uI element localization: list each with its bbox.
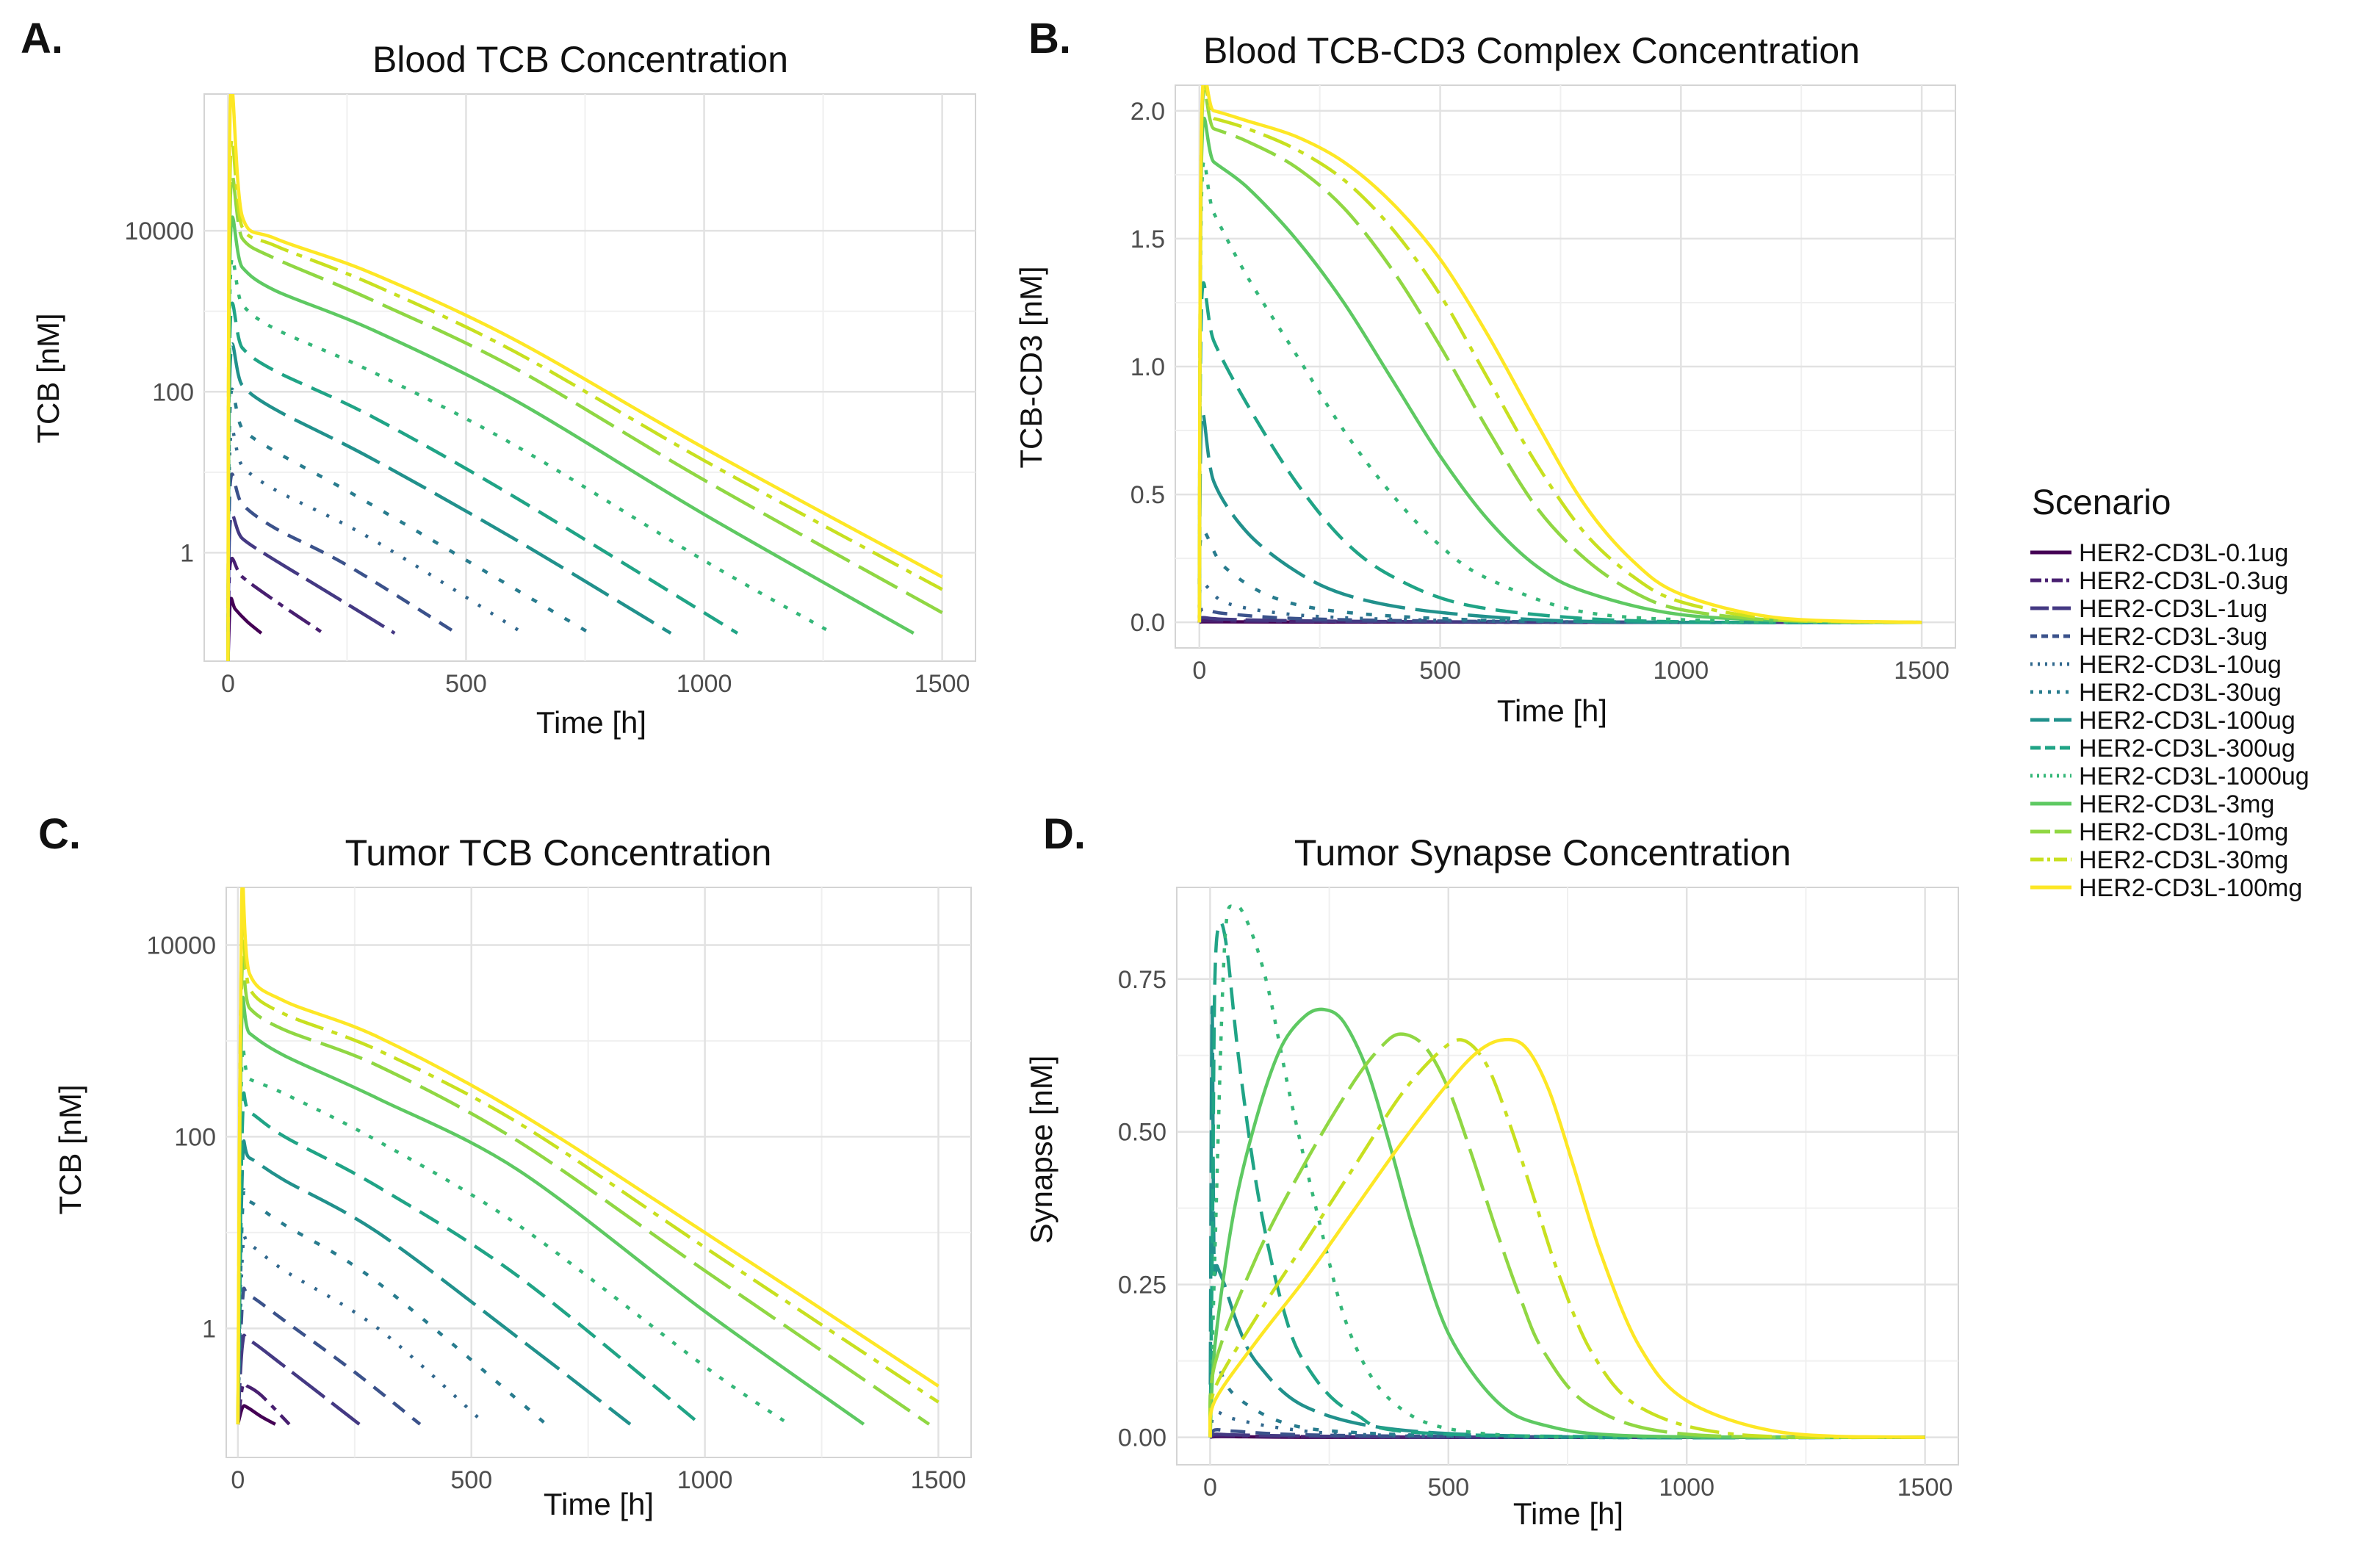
panel-b-xlabel: Time [h] — [1497, 693, 1607, 728]
legend-label: HER2-CD3L-10ug — [2079, 651, 2282, 679]
series-line-her2-cd3l-300ug — [1208, 920, 1925, 1439]
legend: HER2-CD3L-0.1ugHER2-CD3L-0.3ugHER2-CD3L-… — [2030, 539, 2309, 902]
x-tick-label: 500 — [450, 1466, 492, 1494]
x-tick-label: 0 — [1192, 657, 1206, 685]
x-tick-label: 1000 — [1654, 657, 1709, 685]
series-line-her2-cd3l-100mg — [1208, 1037, 1925, 1439]
x-tick-label: 1000 — [677, 670, 732, 698]
y-tick-label: 0.5 — [1130, 481, 1165, 509]
panel-letter-c: C. — [38, 810, 81, 858]
legend-label: HER2-CD3L-1000ug — [2079, 763, 2309, 790]
legend-title: Scenario — [2032, 483, 2171, 522]
series-line-her2-cd3l-100mg — [226, 94, 943, 661]
panel-c-xlabel: Time [h] — [544, 1487, 654, 1521]
series-line-her2-cd3l-1000ug — [1197, 159, 1922, 624]
panel-a-title: Blood TCB Concentration — [372, 39, 788, 80]
panel-letter-a: A. — [21, 15, 63, 62]
y-tick-label: 100 — [152, 378, 194, 406]
panel-a-plot: 0 500 1000 1500 1 100 10000 — [124, 93, 976, 698]
x-tick-label: 1500 — [1894, 657, 1950, 685]
series-line-her2-cd3l-300ug — [1197, 281, 1922, 624]
series-line-her2-cd3l-1000ug — [1208, 903, 1925, 1439]
legend-label: HER2-CD3L-10mg — [2079, 818, 2288, 846]
series-line-her2-cd3l-100mg — [236, 887, 940, 1424]
y-tick-label: 0.00 — [1118, 1424, 1166, 1452]
series-line-her2-cd3l-30mg — [1208, 1038, 1925, 1440]
x-tick-label: 0 — [231, 1466, 245, 1494]
x-tick-label: 1000 — [677, 1466, 733, 1494]
panel-c-plot: 0 500 1000 1500 1 100 10000 — [146, 887, 972, 1494]
y-tick-label: 10000 — [124, 217, 194, 245]
y-tick-label: 2.0 — [1130, 98, 1165, 126]
legend-label: HER2-CD3L-1ug — [2079, 595, 2268, 623]
x-tick-label: 500 — [445, 670, 487, 698]
panel-letter-b: B. — [1028, 15, 1071, 62]
panel-letter-d: D. — [1043, 810, 1086, 858]
y-tick-label: 1.5 — [1130, 226, 1165, 253]
series-line-her2-cd3l-30ug — [1197, 529, 1922, 624]
y-tick-label: 0.25 — [1118, 1272, 1166, 1300]
series-line-her2-cd3l-100ug — [1208, 1005, 1925, 1440]
x-tick-label: 1000 — [1659, 1474, 1714, 1502]
y-tick-label: 10000 — [146, 932, 216, 960]
panel-d-xlabel: Time [h] — [1513, 1496, 1623, 1531]
x-tick-label: 500 — [1419, 657, 1461, 685]
panel-d-ylabel: Synapse [nM] — [1024, 1056, 1059, 1244]
series-group — [1197, 85, 1922, 624]
panel-c-title: Tumor TCB Concentration — [345, 832, 772, 873]
panel-c-ylabel: TCB [nM] — [53, 1084, 87, 1214]
y-tick-label: 1.0 — [1130, 353, 1165, 381]
y-tick-label: 0.75 — [1118, 966, 1166, 994]
legend-label: HER2-CD3L-100ug — [2079, 707, 2296, 735]
series-line-her2-cd3l-10mg — [1208, 1032, 1925, 1440]
y-tick-label: 0.0 — [1130, 609, 1165, 637]
series-line-her2-cd3l-30mg — [226, 137, 943, 661]
series-group — [226, 94, 943, 661]
panel-b-title: Blood TCB-CD3 Complex Concentration — [1203, 30, 1860, 71]
series-line-her2-cd3l-30ug — [236, 1188, 547, 1426]
panel-a-ylabel: TCB [nM] — [31, 313, 65, 443]
series-line-her2-cd3l-100mg — [1197, 85, 1922, 624]
y-tick-label: 1 — [180, 539, 194, 567]
x-tick-label: 500 — [1427, 1474, 1469, 1502]
legend-label: HER2-CD3L-0.3ug — [2079, 567, 2288, 595]
legend-label: HER2-CD3L-3mg — [2079, 790, 2274, 818]
legend-label: HER2-CD3L-0.1ug — [2079, 539, 2288, 567]
series-line-her2-cd3l-0.3ug — [236, 1381, 291, 1426]
x-tick-label: 0 — [221, 670, 235, 698]
panel-background — [203, 93, 976, 662]
y-tick-label: 100 — [174, 1123, 216, 1151]
panel-background — [226, 887, 972, 1458]
legend-label: HER2-CD3L-300ug — [2079, 735, 2296, 763]
series-group — [1208, 903, 1925, 1440]
series-line-her2-cd3l-10ug — [1208, 1410, 1925, 1440]
legend-label: HER2-CD3L-100mg — [2079, 874, 2302, 902]
y-tick-label: 0.50 — [1118, 1119, 1166, 1147]
y-tick-label: 1 — [202, 1315, 216, 1343]
x-tick-label: 1500 — [1897, 1474, 1953, 1502]
series-line-her2-cd3l-0.1ug — [236, 1404, 276, 1426]
series-line-her2-cd3l-10mg — [236, 956, 931, 1426]
x-tick-label: 1500 — [915, 670, 970, 698]
x-tick-label: 1500 — [911, 1466, 967, 1494]
panel-a-xlabel: Time [h] — [536, 705, 646, 740]
series-line-her2-cd3l-1000ug — [236, 1045, 790, 1426]
panel-d-plot: 0 500 1000 1500 0.00 0.25 0.50 0.75 — [1118, 887, 1959, 1502]
panel-b-plot: 0 500 1000 1500 0.0 0.5 1.0 1.5 2.0 — [1130, 84, 1956, 685]
series-line-her2-cd3l-3mg — [1208, 1007, 1925, 1439]
legend-label: HER2-CD3L-30ug — [2079, 679, 2282, 707]
series-group — [236, 887, 940, 1426]
x-tick-label: 0 — [1203, 1474, 1217, 1502]
series-line-her2-cd3l-100ug — [1197, 411, 1922, 624]
legend-label: HER2-CD3L-3ug — [2079, 623, 2268, 651]
panel-d-title: Tumor Synapse Concentration — [1294, 832, 1791, 873]
legend-label: HER2-CD3L-30mg — [2079, 846, 2288, 874]
panel-b-ylabel: TCB-CD3 [nM] — [1014, 266, 1048, 468]
